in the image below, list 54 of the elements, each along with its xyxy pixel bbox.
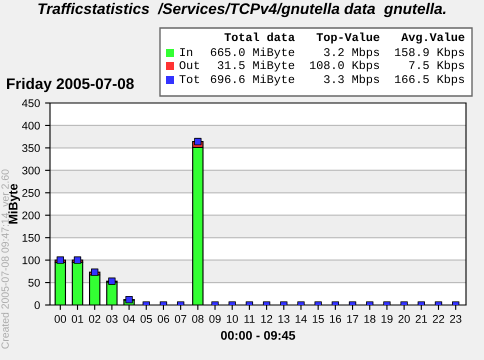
text: 158.9 Kbps (395, 48, 464, 58)
x-tick-label: 03 (106, 315, 118, 323)
y-tick-label: 250 (22, 189, 40, 197)
x-tick-label: 20 (398, 315, 410, 323)
text: 3.3 Mbps (324, 74, 380, 86)
x-tick-label: 14 (296, 315, 307, 323)
x-tick-label: 10 (226, 315, 238, 323)
legend-label: In (180, 48, 192, 56)
y-tick-label: 100 (22, 256, 40, 264)
text: 31.5 MiByte (218, 60, 294, 72)
x-tick-label: 02 (88, 315, 100, 323)
x-tick-label: 16 (330, 315, 342, 323)
legend-label: Tot (179, 75, 200, 84)
x-tick-label: 09 (209, 315, 221, 323)
text: Avg.Value (401, 32, 464, 44)
text: 7.5 Kbps (409, 60, 464, 72)
x-tick-label: 15 (312, 315, 324, 323)
y-tick-label: 400 (22, 122, 40, 130)
x-tick-label: 17 (347, 315, 358, 323)
x-tick-label: 12 (261, 315, 272, 323)
x-tick-label: 21 (416, 315, 427, 323)
x-tick-label: 05 (140, 315, 152, 323)
text: Top-Value (316, 32, 380, 44)
chart-title: Trafficstatistics /Services/TCPv4/gnutella data gnutella. (38, 2, 446, 18)
y-tick-label: 450 (22, 99, 40, 108)
text: 108.0 Kbps (310, 60, 380, 72)
text: 665.0 MiByte (210, 48, 294, 58)
y-tick-label: 200 (22, 211, 40, 220)
x-tick-label: 19 (382, 315, 393, 323)
y-tick-label: 0 (34, 301, 40, 310)
x-axis-title: 00:00 - 09:45 (220, 330, 296, 340)
chart-subtitle: Friday 2005-07-08 (7, 78, 134, 92)
x-tick-label: 00 (54, 315, 66, 323)
x-tick-label: 07 (174, 315, 186, 323)
x-tick-label: 13 (278, 315, 290, 323)
x-tick-label: 22 (432, 315, 444, 323)
y-tick-label: 300 (22, 166, 40, 174)
y-tick-label: 350 (22, 144, 40, 152)
y-axis-title: MiByte (8, 184, 20, 224)
x-tick-label: 11 (244, 315, 255, 323)
text: 166.5 Kbps (395, 74, 464, 86)
x-tick-label: 18 (364, 315, 376, 323)
text: Total data (224, 32, 295, 42)
y-tick-label: 50 (28, 278, 40, 287)
text: 696.6 MiByte (210, 74, 294, 86)
x-tick-label: 08 (192, 315, 204, 323)
text: Created 2005-07-08 09:47:14 ver 2.60 (1, 170, 9, 349)
x-tick-label: 04 (123, 315, 135, 323)
y-tick-label: 150 (22, 234, 40, 242)
legend-label: Out (180, 61, 200, 70)
x-tick-label: 23 (450, 315, 462, 323)
x-tick-label: 01 (72, 315, 84, 323)
x-tick-label: 06 (158, 315, 170, 323)
text: 3.2 Mbps (324, 48, 380, 58)
